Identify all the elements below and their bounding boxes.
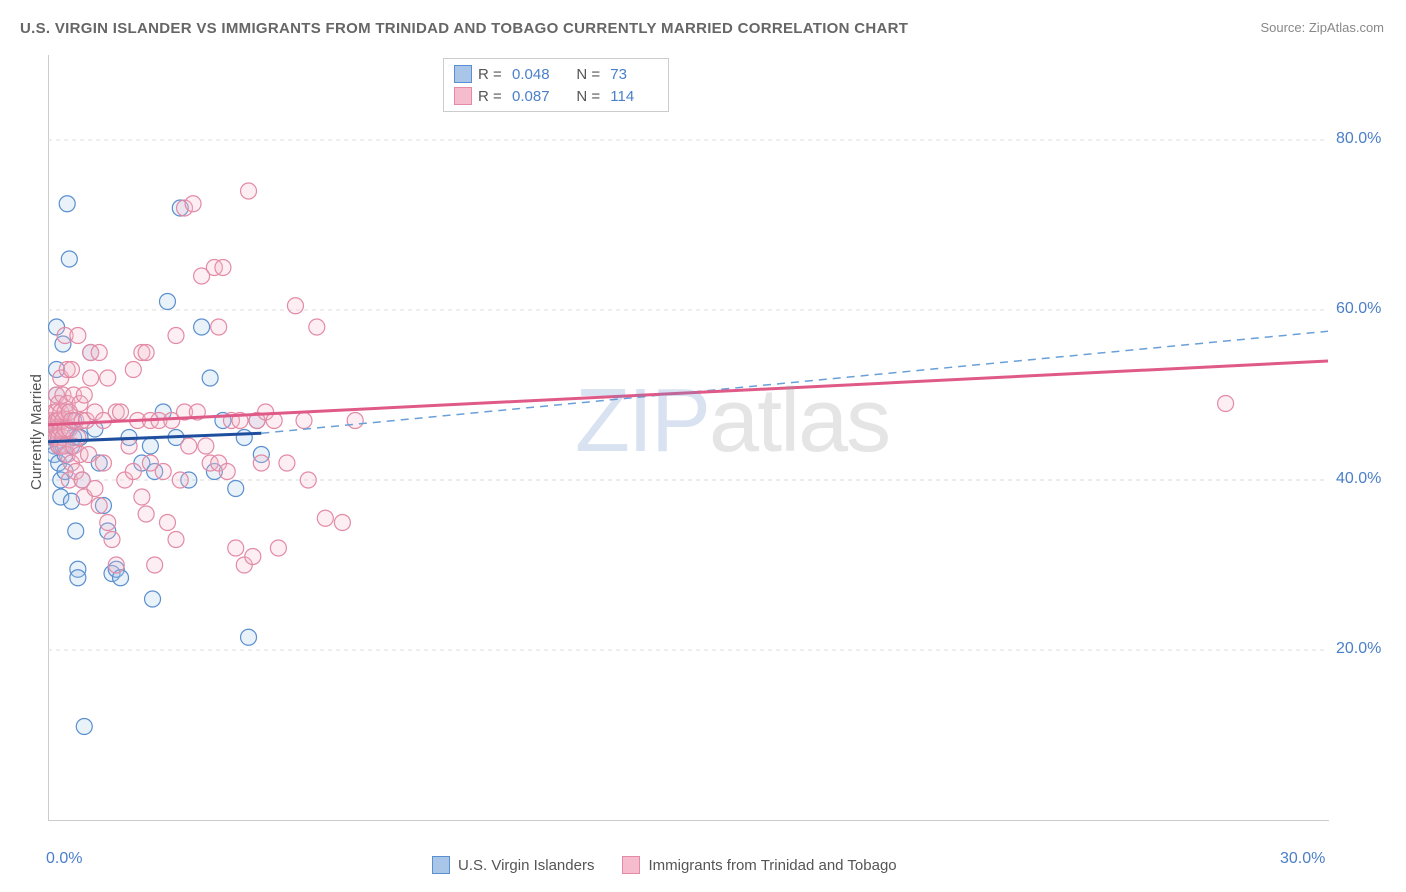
chart-container: U.S. VIRGIN ISLANDER VS IMMIGRANTS FROM … bbox=[0, 0, 1406, 892]
x-tick-label: 30.0% bbox=[1280, 850, 1325, 868]
r-value: 0.048 bbox=[512, 66, 562, 83]
n-label: N = bbox=[568, 88, 600, 105]
legend-swatch bbox=[622, 856, 640, 874]
legend-swatch bbox=[454, 65, 472, 83]
legend-swatch bbox=[454, 87, 472, 105]
n-label: N = bbox=[568, 66, 600, 83]
y-tick-label: 60.0% bbox=[1336, 300, 1381, 318]
legend-swatch bbox=[432, 856, 450, 874]
y-tick-label: 20.0% bbox=[1336, 640, 1381, 658]
x-tick-label: 0.0% bbox=[46, 850, 82, 868]
r-label: R = bbox=[478, 88, 506, 105]
y-tick-label: 80.0% bbox=[1336, 130, 1381, 148]
legend-row: R = 0.048 N = 73 bbox=[454, 63, 656, 85]
legend-item: U.S. Virgin Islanders bbox=[432, 856, 594, 874]
legend-label: U.S. Virgin Islanders bbox=[458, 857, 594, 874]
y-axis-title: Currently Married bbox=[28, 374, 45, 490]
scatter-plot bbox=[48, 55, 1328, 820]
series-legend: U.S. Virgin Islanders Immigrants from Tri… bbox=[432, 856, 897, 874]
n-value: 114 bbox=[606, 88, 656, 105]
chart-title: U.S. VIRGIN ISLANDER VS IMMIGRANTS FROM … bbox=[20, 20, 908, 37]
r-label: R = bbox=[478, 66, 506, 83]
r-value: 0.087 bbox=[512, 88, 562, 105]
source-label: Source: ZipAtlas.com bbox=[1260, 20, 1384, 35]
legend-item: Immigrants from Trinidad and Tobago bbox=[622, 856, 896, 874]
legend-row: R = 0.087 N = 114 bbox=[454, 85, 656, 107]
legend-label: Immigrants from Trinidad and Tobago bbox=[648, 857, 896, 874]
correlation-legend: R = 0.048 N = 73 R = 0.087 N = 114 bbox=[443, 58, 669, 112]
y-tick-label: 40.0% bbox=[1336, 470, 1381, 488]
n-value: 73 bbox=[606, 66, 656, 83]
